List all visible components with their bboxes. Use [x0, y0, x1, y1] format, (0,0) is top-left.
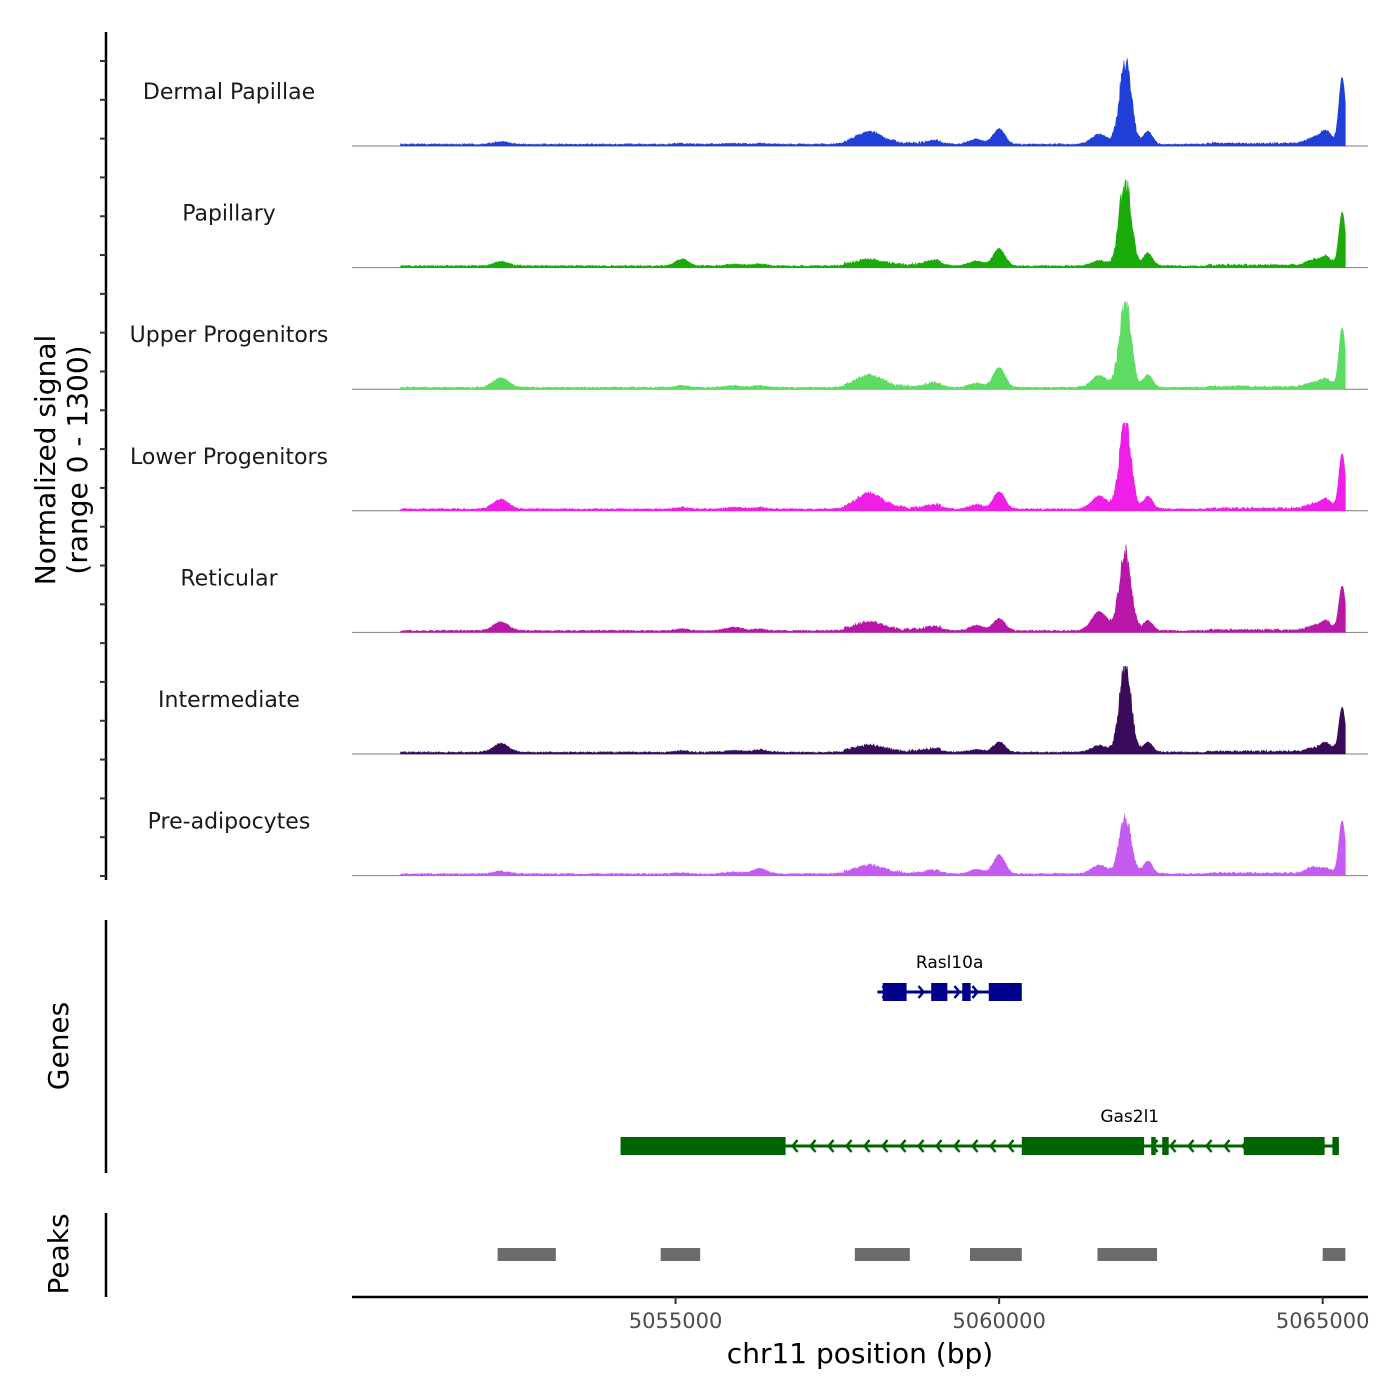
peaks-y-axis-title-group: Peaks: [42, 1213, 75, 1294]
strand-arrow: [1168, 1139, 1177, 1153]
strand-arrow: [862, 1139, 871, 1153]
peak-track: [497, 1248, 1346, 1261]
strand-arrow: [1186, 1139, 1195, 1153]
gene-exon: [962, 983, 971, 1001]
strand-arrow: [826, 1139, 835, 1153]
gene-exon: [620, 1137, 786, 1155]
track-pre-adipocytes: Pre-adipocytes: [148, 810, 1368, 877]
x-tick-label: 5065000: [1276, 1309, 1370, 1333]
peak-region: [854, 1248, 910, 1261]
track-intermediate: Intermediate: [158, 666, 1368, 755]
peak-region: [970, 1248, 1022, 1261]
peak-region: [1322, 1248, 1346, 1261]
coverage-area: [400, 813, 1346, 876]
gene-gas2l1: Gas2l1: [620, 1107, 1339, 1155]
strand-arrow: [844, 1139, 853, 1153]
track-label: Dermal Papillae: [143, 80, 315, 105]
track-label: Reticular: [180, 566, 278, 591]
signal-y-axis-title-line1: Normalized signal: [29, 335, 62, 586]
gene-label: Gas2l1: [1100, 1107, 1159, 1127]
strand-arrow: [1204, 1139, 1213, 1153]
genes-y-axis-title-group: Genes: [42, 1002, 75, 1090]
gene-exon: [1021, 1137, 1145, 1155]
gene-exon: [988, 983, 1022, 1001]
signal-tracks: Dermal Papillae Papillary Upper Progenitor…: [130, 58, 1368, 877]
signal-y-axis-title-line2: (range 0 - 1300): [61, 345, 94, 574]
strand-arrow: [953, 985, 962, 999]
strand-arrow: [952, 1139, 961, 1153]
strand-arrow: [971, 985, 980, 999]
track-label: Pre-adipocytes: [148, 810, 311, 835]
strand-arrow: [1222, 1139, 1231, 1153]
peak-region: [1097, 1248, 1158, 1261]
axes-layer: 5055000 5060000 5065000: [100, 32, 1369, 1333]
signal-y-axis-title: Normalized signal (range 0 - 1300): [29, 335, 94, 586]
strand-arrow: [790, 1139, 799, 1153]
x-tick-label: 5055000: [629, 1309, 723, 1333]
strand-arrow: [934, 1139, 943, 1153]
peaks-y-axis-title: Peaks: [42, 1213, 75, 1294]
gene-track: Rasl10a Gas2l1: [620, 953, 1339, 1155]
gene-exon: [1243, 1137, 1325, 1155]
gene-rasl10a: Rasl10a: [877, 953, 1022, 1001]
strand-arrow: [917, 985, 926, 999]
gene-exon: [882, 983, 907, 1001]
strand-arrow: [988, 1139, 997, 1153]
x-tick-label: 5060000: [952, 1309, 1046, 1333]
gene-label: Rasl10a: [916, 953, 984, 973]
strand-arrow: [808, 1139, 817, 1153]
track-lower-progenitors: Lower Progenitors: [130, 422, 1368, 512]
track-dermal-papillae: Dermal Papillae: [143, 58, 1368, 147]
track-upper-progenitors: Upper Progenitors: [130, 301, 1368, 390]
coverage-area: [400, 301, 1346, 390]
gene-exon: [1162, 1137, 1169, 1155]
strand-arrow: [898, 1139, 907, 1153]
gene-exon: [931, 983, 948, 1001]
coverage-area: [400, 179, 1346, 268]
track-label: Papillary: [182, 202, 276, 227]
strand-arrow: [916, 1139, 925, 1153]
gene-exon: [1151, 1137, 1156, 1155]
genes-y-axis-title: Genes: [42, 1002, 75, 1090]
strand-arrow: [1006, 1139, 1015, 1153]
track-label: Lower Progenitors: [130, 445, 328, 470]
track-papillary: Papillary: [182, 179, 1368, 269]
strand-arrow: [970, 1139, 979, 1153]
peak-region: [660, 1248, 701, 1261]
gene-exon: [1332, 1137, 1339, 1155]
strand-arrow: [880, 1139, 889, 1153]
coverage-area: [400, 58, 1346, 147]
peak-region: [497, 1248, 556, 1261]
coverage-area: [400, 666, 1346, 755]
coverage-area: [400, 422, 1346, 512]
coverage-area: [400, 544, 1346, 633]
track-label: Upper Progenitors: [130, 323, 329, 348]
x-axis-title: chr11 position (bp): [727, 1337, 993, 1370]
track-label: Intermediate: [158, 688, 300, 713]
track-reticular: Reticular: [180, 544, 1368, 633]
